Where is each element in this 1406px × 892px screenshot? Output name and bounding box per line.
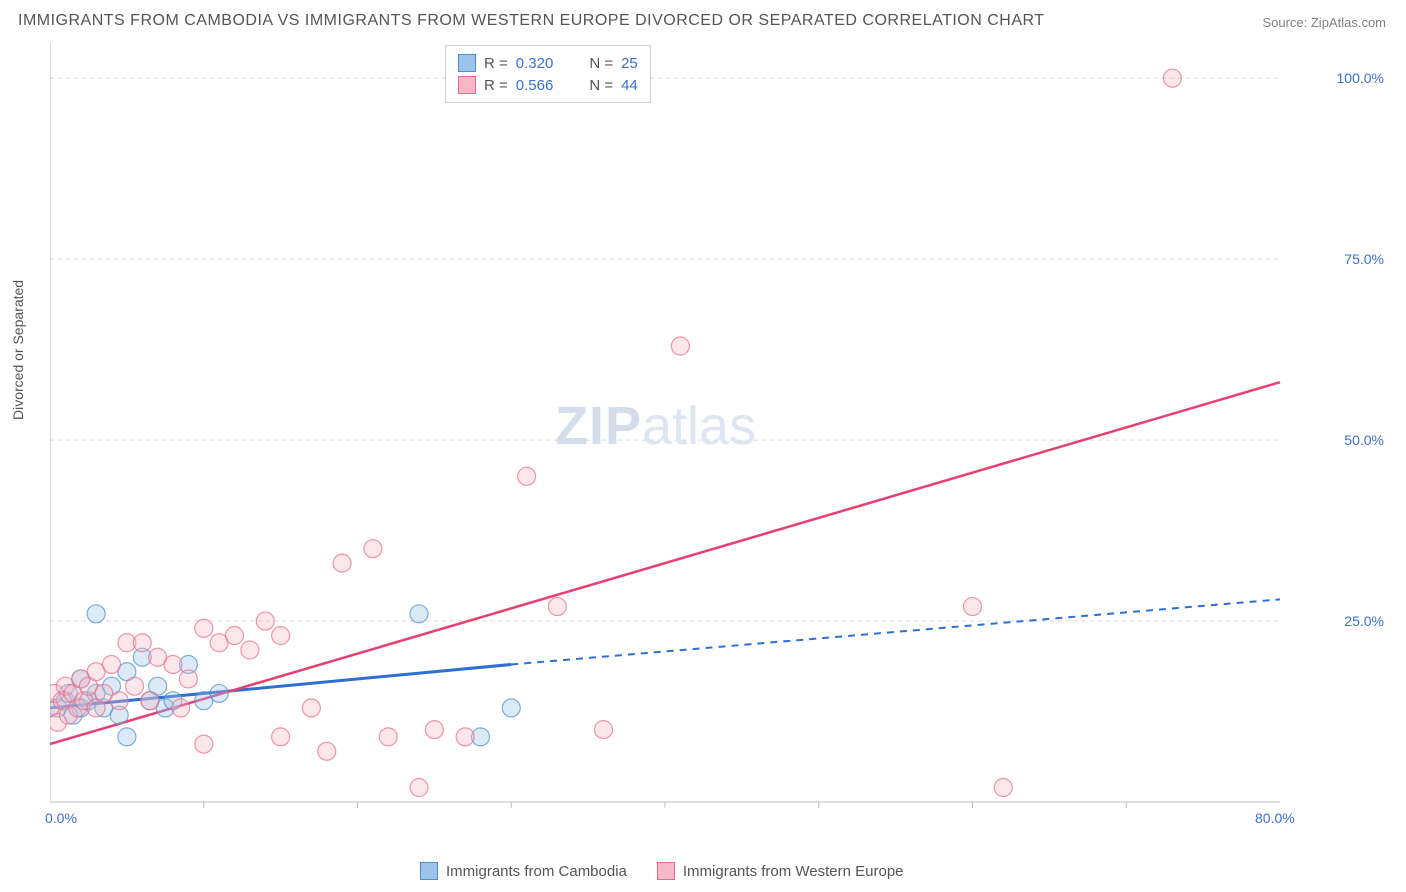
legend-row-western-europe: R = 0.566 N = 44 xyxy=(458,74,638,96)
y-axis-label: Divorced or Separated xyxy=(10,280,26,420)
source-attribution: Source: ZipAtlas.com xyxy=(1262,15,1386,30)
x-tick-label: 80.0% xyxy=(1255,810,1295,826)
swatch-cambodia-icon xyxy=(420,862,438,880)
legend-row-cambodia: R = 0.320 N = 25 xyxy=(458,52,638,74)
legend-correlation: R = 0.320 N = 25 R = 0.566 N = 44 xyxy=(445,45,651,103)
y-tick-label: 50.0% xyxy=(1344,432,1384,448)
chart-area xyxy=(50,42,1340,832)
scatter-plot xyxy=(50,42,1340,832)
legend-series: Immigrants from Cambodia Immigrants from… xyxy=(420,862,904,880)
legend-item-western-europe: Immigrants from Western Europe xyxy=(657,862,904,880)
y-tick-label: 100.0% xyxy=(1337,70,1384,86)
swatch-cambodia xyxy=(458,54,476,72)
y-tick-label: 25.0% xyxy=(1344,613,1384,629)
swatch-western-europe-icon xyxy=(657,862,675,880)
legend-item-cambodia: Immigrants from Cambodia xyxy=(420,862,627,880)
swatch-western-europe xyxy=(458,76,476,94)
y-tick-label: 75.0% xyxy=(1344,251,1384,267)
chart-title: IMMIGRANTS FROM CAMBODIA VS IMMIGRANTS F… xyxy=(18,12,1045,30)
x-tick-label: 0.0% xyxy=(45,810,77,826)
